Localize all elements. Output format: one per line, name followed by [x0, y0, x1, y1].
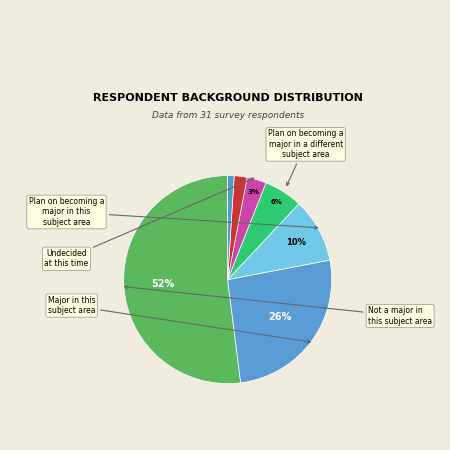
Wedge shape	[228, 260, 332, 383]
Text: 10%: 10%	[286, 238, 306, 247]
Text: Undecided
at this time: Undecided at this time	[44, 178, 254, 269]
Text: 6%: 6%	[271, 199, 283, 205]
Text: RESPONDENT BACKGROUND DISTRIBUTION: RESPONDENT BACKGROUND DISTRIBUTION	[93, 93, 363, 103]
Text: Major in this
subject area: Major in this subject area	[48, 296, 310, 343]
Wedge shape	[124, 176, 241, 383]
Text: Data from 31 survey respondents: Data from 31 survey respondents	[152, 111, 304, 120]
Text: 3%: 3%	[247, 189, 259, 195]
Text: 26%: 26%	[268, 312, 292, 323]
Wedge shape	[228, 204, 330, 279]
Wedge shape	[228, 183, 299, 279]
Text: Plan on becoming a
major in a different
subject area: Plan on becoming a major in a different …	[268, 130, 343, 185]
Text: 52%: 52%	[152, 279, 175, 288]
Text: Plan on becoming a
major in this
subject area: Plan on becoming a major in this subject…	[29, 197, 318, 229]
Text: Not a major in
this subject area: Not a major in this subject area	[125, 286, 432, 326]
Wedge shape	[228, 176, 234, 279]
Wedge shape	[228, 177, 266, 279]
Wedge shape	[228, 176, 247, 279]
